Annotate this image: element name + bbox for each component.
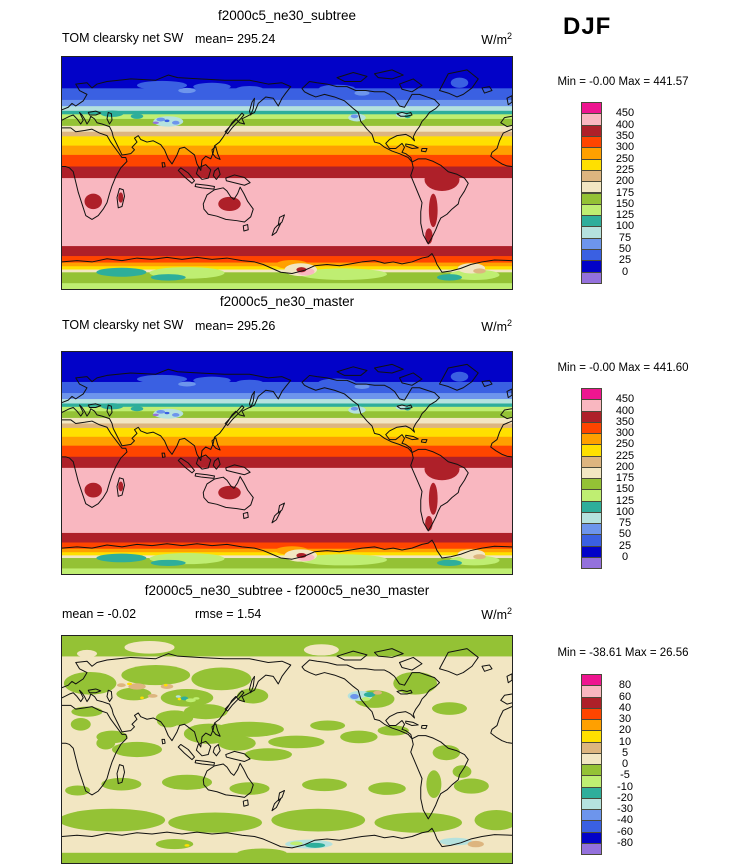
colorbar-tick-label: 450	[615, 107, 635, 120]
colorbar-tick-label: 450	[615, 393, 635, 406]
colorbar-tick-label: -20	[617, 791, 633, 804]
colorbar-tick-label: 0	[621, 265, 629, 278]
colorbar-tick-label: 175	[615, 472, 635, 484]
colorbar-tick-label: 125	[615, 209, 635, 222]
colorbar-tick-label: 175	[615, 186, 635, 199]
colorbar-tick-label: 80	[618, 679, 632, 692]
colorbar-tick-label: 0	[621, 550, 629, 563]
colorbar-tick-label: 25	[618, 254, 632, 267]
panel1-variable-label: TOM clearsky net SW	[62, 31, 184, 45]
season-label: DJF	[563, 13, 612, 40]
colorbar-tick-label: 0	[621, 758, 629, 770]
colorbar-swatch	[581, 556, 602, 569]
panel2-units-label: W/m2	[481, 318, 512, 335]
colorbar-tick-label: 50	[618, 243, 632, 256]
panel3-rmse-stat: rmse = 1.54	[195, 607, 261, 621]
panel3-mean-label: mean =	[62, 607, 105, 621]
colorbar-master: 450 400 350 300 250 225 200 175 150 125 100 75 50 25 0	[581, 388, 661, 569]
colorbar-tick-label: 250	[615, 152, 635, 165]
colorbar-tick-label: 20	[618, 724, 632, 737]
colorbar-tick-label: 200	[615, 460, 635, 473]
colorbar-tick-label: -30	[617, 803, 633, 815]
colorbar-tick-label: 350	[615, 415, 635, 428]
colorbar-tick-label: 150	[615, 483, 635, 496]
colorbar-tick-label: 30	[618, 713, 632, 725]
colorbar-tick-label: 350	[615, 129, 635, 142]
colorbar-tick-label: -40	[617, 814, 633, 827]
colorbar-subtree: 450 400 350 300 250 225 200 175 150 125 100 75 50 25 0	[581, 102, 661, 284]
colorbar-tick-label: 225	[615, 449, 635, 462]
colorbar-swatch	[581, 271, 602, 284]
colorbar-tick-label: 40	[618, 701, 632, 714]
colorbar-tick-label: 250	[615, 438, 635, 451]
colorbar-tick-label: -5	[620, 769, 630, 782]
colorbar-tick-label: 100	[615, 220, 635, 233]
panel2-mean-value: 295.26	[237, 319, 276, 333]
colorbar-tick-label: 225	[615, 163, 635, 176]
panel3-title: f2000c5_ne30_subtree - f2000c5_ne30_mast…	[144, 583, 430, 598]
panel2-minmax: Min = -0.00 Max = 441.60	[557, 362, 689, 374]
colorbar-tick-label: 25	[618, 539, 632, 552]
colorbar-tick-label: 400	[615, 118, 635, 131]
panel2-mean-label: mean=	[195, 319, 234, 333]
colorbar-difference: 80 60 40 30 20 10 5 0 -5 -10 -20 -30 -40 -60 -80	[581, 674, 661, 855]
colorbar-tick-label: -60	[617, 825, 633, 838]
panel3-mean-stat: mean = -0.02	[62, 607, 136, 621]
panel3-rmse-value: 1.54	[237, 607, 262, 621]
panel3-minmax: Min = -38.61 Max = 26.56	[557, 647, 689, 659]
panel1-mean-label: mean=	[195, 32, 234, 46]
panel2-variable-label: TOM clearsky net SW	[62, 318, 184, 332]
panel1-title: f2000c5_ne30_subtree	[217, 8, 357, 23]
panel1-units-label: W/m2	[481, 31, 512, 48]
colorbar-tick-label: -80	[617, 836, 633, 849]
colorbar-tick-label: 50	[618, 528, 632, 541]
map-master	[61, 351, 513, 575]
panel3-rmse-label: rmse =	[195, 607, 234, 621]
colorbar-tick-label: 300	[615, 141, 635, 154]
panel1-mean-value: 295.24	[237, 32, 276, 46]
map-difference	[61, 635, 513, 864]
colorbar-tick-label: 5	[621, 746, 629, 759]
colorbar-tick-label: 60	[618, 690, 632, 703]
colorbar-tick-label: 125	[615, 494, 635, 507]
panel2-title: f2000c5_ne30_master	[219, 294, 355, 309]
colorbar-tick-label: 400	[615, 404, 635, 417]
colorbar-tick-label: 75	[618, 231, 632, 244]
colorbar-tick-label: 10	[618, 735, 632, 748]
panel3-mean-value: -0.02	[107, 607, 137, 621]
colorbar-tick-label: -10	[617, 780, 633, 793]
colorbar-tick-label: 300	[615, 427, 635, 439]
colorbar-tick-label: 200	[615, 175, 635, 188]
panel3-units-label: W/m2	[481, 606, 512, 623]
panel2-mean-stat: mean= 295.26	[195, 319, 275, 333]
colorbar-tick-label: 75	[618, 517, 632, 529]
colorbar-tick-label: 150	[615, 197, 635, 210]
colorbar-tick-label: 100	[615, 505, 635, 518]
map-subtree	[61, 56, 513, 290]
panel1-mean-stat: mean= 295.24	[195, 32, 275, 46]
colorbar-swatch	[581, 842, 602, 855]
panel1-minmax: Min = -0.00 Max = 441.57	[557, 76, 689, 88]
